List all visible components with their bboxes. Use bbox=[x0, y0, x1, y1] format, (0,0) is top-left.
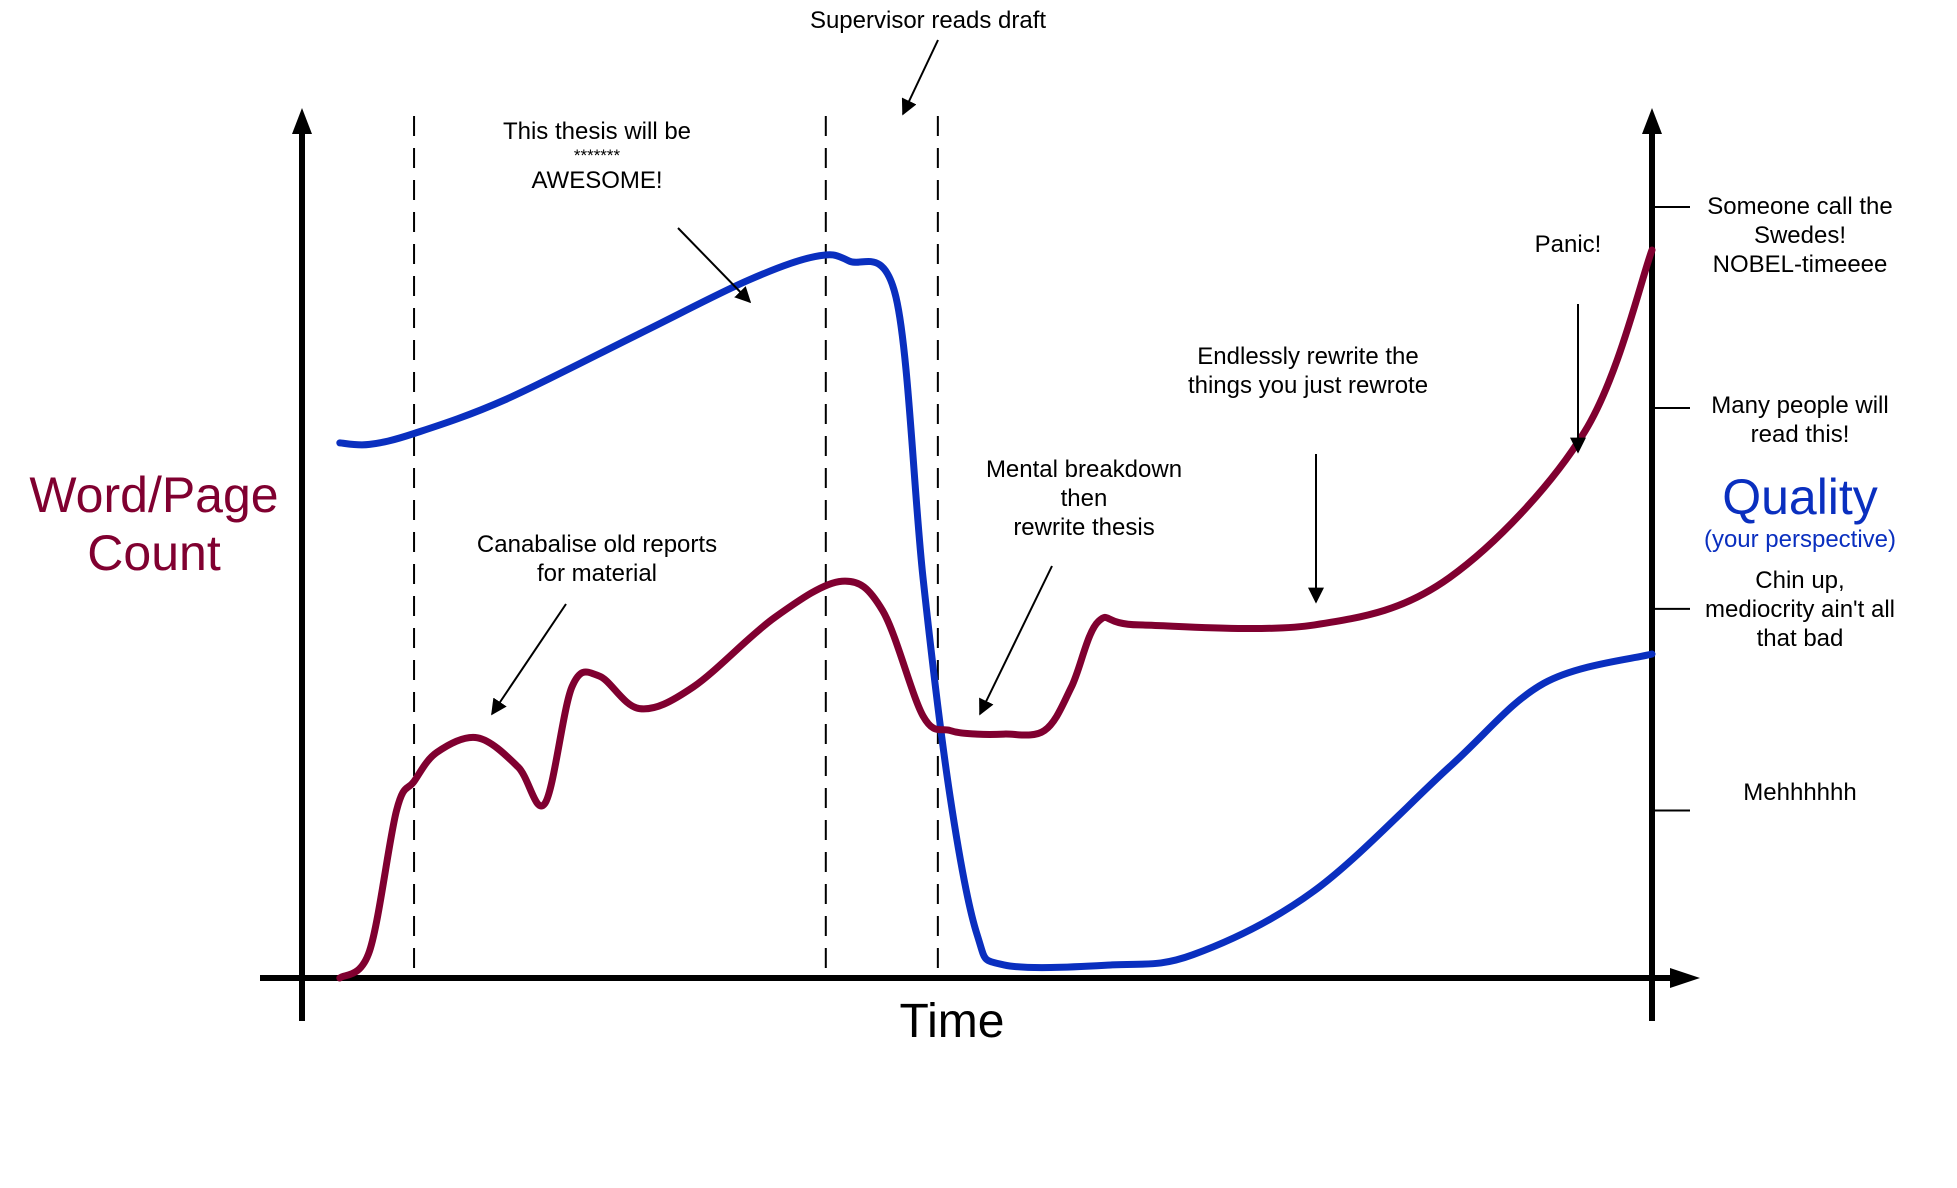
quality-level-line: Mehhhhhh bbox=[1743, 779, 1857, 806]
quality-level-line: that bad bbox=[1756, 625, 1844, 652]
annotation-line: AWESOME! bbox=[531, 167, 663, 194]
annotation-rewrite: Endlessly rewrite the things you just re… bbox=[1158, 342, 1458, 400]
y-axis-left-title-line: Word/Page bbox=[29, 467, 279, 523]
annotation-arrows bbox=[491, 39, 1586, 716]
annotation-line: ******* bbox=[573, 146, 621, 165]
quality-level-line: Someone call the bbox=[1707, 193, 1893, 220]
y-axis-left-title: Word/Page Count bbox=[10, 466, 298, 582]
annotation-supervisor: Supervisor reads draft bbox=[778, 6, 1078, 35]
x-axis-arrowhead bbox=[1670, 968, 1700, 988]
annotation-line: Supervisor reads draft bbox=[809, 7, 1047, 34]
annotation-line: Panic! bbox=[1534, 231, 1602, 258]
annotation-line: for material bbox=[536, 560, 658, 587]
y-axis-left-title-line: Count bbox=[87, 525, 221, 581]
annotation-line: then bbox=[1060, 485, 1108, 512]
annotation-line: This thesis will be bbox=[502, 118, 692, 145]
y-axis-right-subtitle: (your perspective) bbox=[1703, 526, 1897, 553]
quality-level-line: Many people will bbox=[1711, 392, 1889, 419]
annotation-arrow bbox=[979, 565, 1053, 716]
quality-level-label: Chin up, mediocrity ain't all that bad bbox=[1680, 566, 1920, 653]
annotation-line: Mental breakdown bbox=[985, 456, 1183, 483]
quality-level-line: Chin up, bbox=[1755, 567, 1845, 594]
annotation-line: Canabalise old reports bbox=[476, 531, 718, 558]
phase-dividers bbox=[413, 116, 939, 974]
annotation-arrow bbox=[491, 603, 567, 716]
annotation-awesome: This thesis will be ******* AWESOME! bbox=[447, 117, 747, 195]
annotation-line: Endlessly rewrite the bbox=[1197, 343, 1419, 370]
series-line-word-page-count bbox=[336, 246, 1656, 982]
y-axis-left-arrowhead bbox=[292, 108, 312, 134]
quality-level-label: Many people will read this! bbox=[1680, 391, 1920, 449]
quality-level-line: mediocrity ain't all bbox=[1705, 596, 1895, 623]
quality-level-line: Swedes! bbox=[1753, 222, 1847, 249]
series-line-quality bbox=[336, 251, 1656, 972]
annotation-line: things you just rewrote bbox=[1187, 372, 1429, 399]
annotation-arrow bbox=[901, 39, 939, 116]
y-axis-right-title: Quality bbox=[1722, 469, 1878, 525]
series-lines bbox=[336, 246, 1656, 982]
x-axis-title: Time bbox=[899, 995, 1005, 1048]
annotation-line: rewrite thesis bbox=[1013, 514, 1155, 541]
y-axis-right-arrowhead bbox=[1642, 108, 1662, 134]
quality-level-label: Someone call the Swedes! NOBEL-timeeee bbox=[1680, 192, 1920, 279]
annotation-breakdown: Mental breakdown then rewrite thesis bbox=[934, 455, 1234, 542]
annotation-arrow bbox=[677, 227, 752, 304]
quality-level-label: Mehhhhhh bbox=[1680, 778, 1920, 807]
quality-level-line: read this! bbox=[1750, 421, 1850, 448]
axes bbox=[260, 108, 1700, 1021]
annotation-panic: Panic! bbox=[1518, 230, 1618, 259]
quality-level-line: NOBEL-timeeee bbox=[1712, 251, 1888, 278]
annotation-canabalise: Canabalise old reports for material bbox=[437, 530, 757, 588]
